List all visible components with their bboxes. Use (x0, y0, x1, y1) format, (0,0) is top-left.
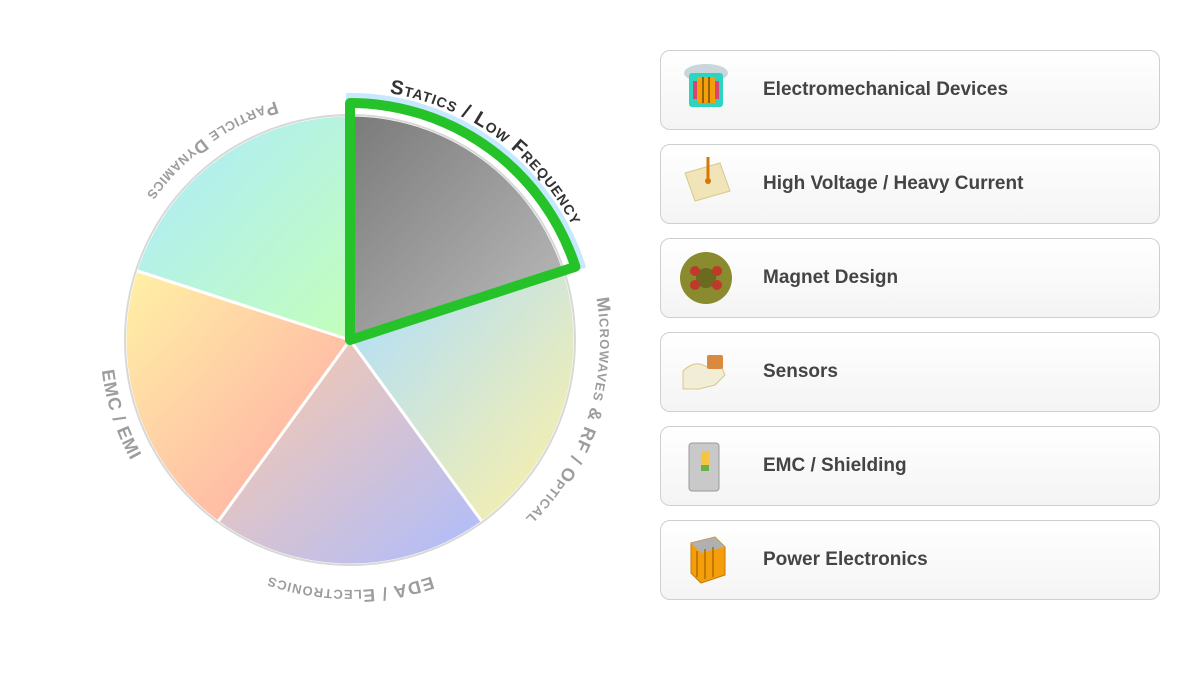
power-icon (675, 529, 737, 591)
application-list: Electromechanical Devices High Voltage /… (660, 50, 1160, 614)
app-card-sensors[interactable]: Sensors (660, 332, 1160, 412)
wheel-label-eda: EDA / Electronics (264, 573, 437, 606)
app-card-power[interactable]: Power Electronics (660, 520, 1160, 600)
magnet-icon (675, 247, 737, 309)
app-label: High Voltage / Heavy Current (763, 173, 1023, 195)
app-card-hv[interactable]: High Voltage / Heavy Current (660, 144, 1160, 224)
app-label: Sensors (763, 361, 838, 383)
app-label: Power Electronics (763, 549, 928, 571)
sensors-icon (675, 341, 737, 403)
app-card-electromech[interactable]: Electromechanical Devices (660, 50, 1160, 130)
emc-icon (675, 435, 737, 497)
app-card-emc[interactable]: EMC / Shielding (660, 426, 1160, 506)
app-card-magnet[interactable]: Magnet Design (660, 238, 1160, 318)
app-label: Magnet Design (763, 267, 898, 289)
app-label: EMC / Shielding (763, 455, 907, 477)
application-wheel: Statics / Low FrequencyMicrowaves & RF /… (60, 30, 620, 650)
app-label: Electromechanical Devices (763, 79, 1008, 101)
wheel-svg: Statics / Low FrequencyMicrowaves & RF /… (60, 30, 680, 670)
hv-icon (675, 153, 737, 215)
electromech-icon (675, 59, 737, 121)
